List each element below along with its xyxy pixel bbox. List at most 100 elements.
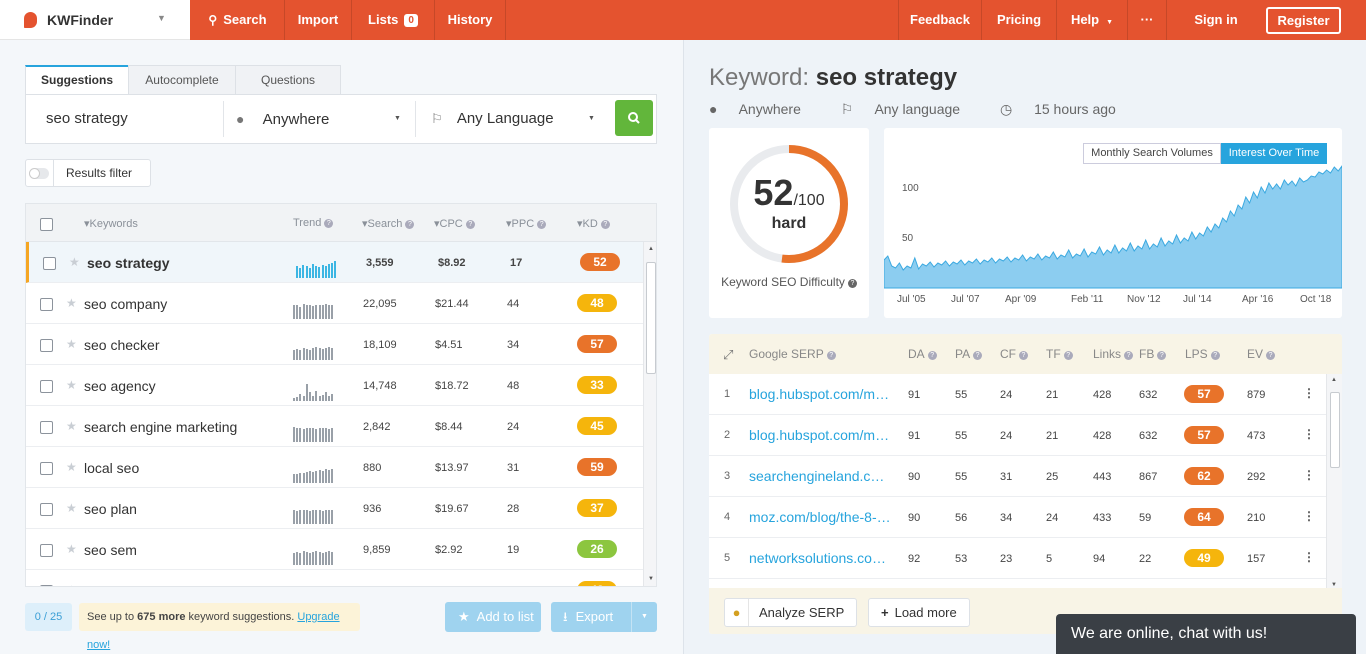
serp-url-link[interactable]: searchengineland.com/seo-strategy [749,468,891,484]
keyword-cell[interactable]: seo plan [84,501,137,517]
keyword-cell[interactable]: search engine marketing [84,419,238,435]
live-chat-widget[interactable]: We are online, chat with us! [1056,614,1356,654]
column-header-fb[interactable]: FB? [1139,347,1167,361]
table-row[interactable]: ★ seo sem 9,859 $2.92 19 26 [26,529,643,570]
column-header-kd[interactable]: ▾KD? [577,217,610,230]
column-header-ppc[interactable]: ▾PPC? [506,217,547,230]
location-select[interactable]: ● Anywhere ▼ [236,95,406,143]
nav-help[interactable]: Help ▼ [1057,0,1127,40]
sign-in-link[interactable]: Sign in [1194,12,1238,27]
star-icon[interactable]: ★ [69,255,80,269]
nav-history[interactable]: History [447,12,493,27]
language-select[interactable]: ⚐ Any Language ▼ [431,95,601,143]
keyword-cell[interactable]: seo sem [84,542,137,558]
table-row[interactable]: ★ search engine marketing 2,842 $8.44 24 45 [26,406,643,447]
star-icon[interactable]: ★ [66,501,77,515]
column-header-da[interactable]: DA? [908,347,937,361]
analyze-serp-button[interactable]: ● Analyze SERP [724,598,857,627]
map-pin-icon: ● [709,101,718,117]
row-menu-icon[interactable]: ⋮ [1303,468,1315,482]
column-header-cpc[interactable]: ▾CPC? [434,217,475,230]
nav-import[interactable]: Import [297,12,339,27]
search-submit-button[interactable] [615,100,653,136]
row-checkbox[interactable] [43,257,56,270]
star-icon[interactable]: ★ [66,296,77,310]
nav-more-menu[interactable]: ··· [1140,12,1154,27]
serp-url-link[interactable]: blog.hubspot.com/marketing/seo-strategy [749,386,891,402]
table-scrollbar[interactable]: ▲ ▼ [643,242,656,586]
row-checkbox[interactable] [40,585,53,586]
row-checkbox[interactable] [40,298,53,311]
scrollbar-thumb[interactable] [646,262,656,374]
select-all-checkbox[interactable] [40,218,53,231]
serp-url-link[interactable]: moz.com/blog/the-8-step-seo-strategy [749,509,891,525]
tab-suggestions[interactable]: Suggestions [25,65,129,95]
column-header-pa[interactable]: PA? [955,347,983,361]
row-menu-icon[interactable]: ⋮ [1303,386,1315,400]
table-row[interactable]: ★ local seo 880 $13.97 31 59 [26,447,643,488]
column-header-lps[interactable]: LPS? [1185,347,1220,361]
serp-scrollbar[interactable]: ▲ ▼ [1326,374,1342,594]
add-to-list-button[interactable]: ★ Add to list [445,602,541,632]
row-checkbox[interactable] [40,462,53,475]
chart-toggle-monthly[interactable]: Monthly Search Volumes [1083,143,1221,164]
table-row[interactable]: ★ best seo company 4,950 $25.01 37 48 [26,570,643,586]
nav-search[interactable]: ⚲ Search [191,0,284,40]
table-row[interactable]: ★ seo checker 18,109 $4.51 34 57 [26,324,643,365]
column-header-tf[interactable]: TF? [1046,347,1073,361]
upgrade-link[interactable]: Upgrade now! [87,611,340,651]
brand-dropdown[interactable]: KWFinder ▼ [0,0,190,40]
row-checkbox[interactable] [40,503,53,516]
keyword-cell[interactable]: local seo [84,460,140,476]
nav-feedback[interactable]: Feedback [910,12,970,27]
column-header-links[interactable]: Links? [1093,347,1134,361]
column-header-search[interactable]: ▾Search? [362,217,415,230]
row-menu-icon[interactable]: ⋮ [1303,509,1315,523]
table-row[interactable]: ★ seo strategy 3,559 $8.92 17 52 [26,242,643,283]
register-button[interactable]: Register [1266,7,1341,34]
nav-pricing[interactable]: Pricing [996,12,1042,27]
expand-icon[interactable]: ⤢ [723,347,734,362]
chevron-down-icon[interactable]: ▼ [631,602,657,632]
keyword-input[interactable]: seo strategy [46,110,128,127]
row-checkbox[interactable] [40,339,53,352]
toggle-switch[interactable] [29,168,49,179]
star-icon[interactable]: ★ [66,337,77,351]
row-menu-icon[interactable]: ⋮ [1303,550,1315,564]
load-more-button[interactable]: + Load more [868,598,970,627]
column-header-ev[interactable]: EV? [1247,347,1276,361]
serp-url-link[interactable]: networksolutions.com/education/seo-strat… [749,550,891,566]
star-icon[interactable]: ★ [66,419,77,433]
keyword-meta: ● Anywhere ⚐ Any language ◷ 15 hours ago [709,101,1152,118]
keyword-cell[interactable]: seo checker [84,337,160,353]
keyword-cell[interactable]: seo agency [84,378,156,394]
nav-lists[interactable]: Lists 0 [352,0,434,40]
tab-autocomplete[interactable]: Autocomplete [128,65,236,95]
row-menu-icon[interactable]: ⋮ [1303,427,1315,441]
table-row[interactable]: ★ seo agency 14,748 $18.72 48 33 [26,365,643,406]
row-checkbox[interactable] [40,421,53,434]
star-icon[interactable]: ★ [66,542,77,556]
row-checkbox[interactable] [40,544,53,557]
export-button[interactable]: ⭳ Export ▼ [551,602,657,632]
star-icon[interactable]: ★ [66,460,77,474]
results-filter-toggle[interactable]: Results filter [25,159,151,187]
table-row[interactable]: ★ seo company 22,095 $21.44 44 48 [26,283,643,324]
trend-bar [328,347,331,360]
column-header-trend[interactable]: Trend? [293,217,334,229]
column-header-keywords[interactable]: ▾Keywords [84,218,138,230]
table-row[interactable]: ★ seo plan 936 $19.67 28 37 [26,488,643,529]
row-checkbox[interactable] [40,380,53,393]
top-navigation-bar: KWFinder ▼ ⚲ Search Import Lists 0 History… [0,0,1366,40]
serp-url-link[interactable]: blog.hubspot.com/marketing/seo-strategy-… [749,427,891,443]
keyword-cell[interactable]: seo strategy [87,255,170,271]
star-icon[interactable]: ★ [66,378,77,392]
keyword-cell[interactable]: best seo company [84,583,198,586]
keyword-cell[interactable]: seo company [84,296,168,312]
chart-toggle-interest[interactable]: Interest Over Time [1221,143,1327,164]
scrollbar-thumb[interactable] [1330,392,1340,468]
nav-search-label: Search [223,12,267,27]
column-header-cf[interactable]: CF? [1000,347,1028,361]
tab-questions[interactable]: Questions [235,65,341,95]
star-icon[interactable]: ★ [66,583,77,586]
